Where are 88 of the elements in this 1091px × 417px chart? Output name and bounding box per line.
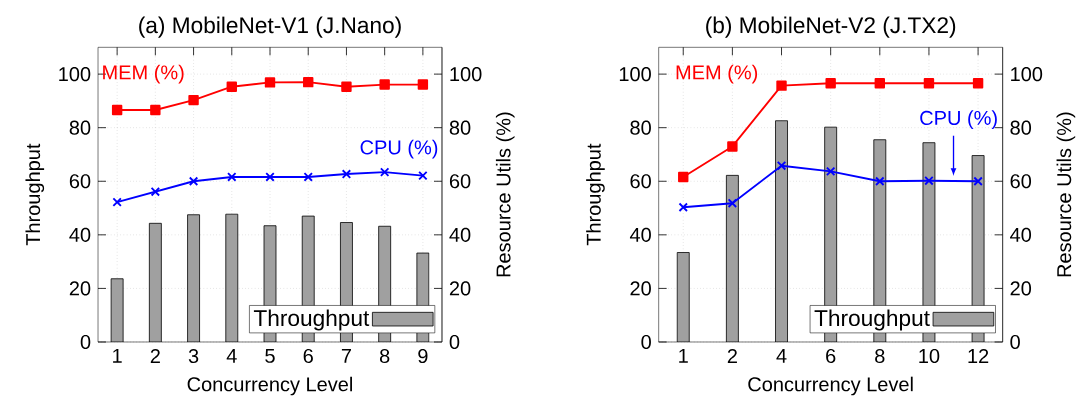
point <box>727 198 738 208</box>
point <box>973 176 983 186</box>
point <box>678 171 689 183</box>
x-axis-title: Concurrency Level <box>748 376 913 396</box>
y-tick-label: 100 <box>59 67 91 82</box>
x-tick-label: 2 <box>150 348 160 363</box>
y-tick-label: 60 <box>630 174 651 189</box>
chart-title: (a) MobileNet-V1 (J.Nano) <box>139 16 401 38</box>
point <box>874 78 886 89</box>
x-tick-label: 6 <box>826 348 836 364</box>
point <box>825 78 836 89</box>
point <box>188 94 199 106</box>
y-tick-label: 100 <box>619 67 651 82</box>
y-tick-label: 20 <box>630 281 651 296</box>
y2-tick-label: 100 <box>1011 67 1043 82</box>
y2-tick-label: 80 <box>1010 120 1032 135</box>
x-tick-label: 12 <box>968 348 989 363</box>
point <box>150 187 161 197</box>
x-axis-title: Concurrency Level <box>187 376 352 396</box>
y2-tick-label: 80 <box>449 120 471 135</box>
point <box>776 80 787 91</box>
x-tick-label: 8 <box>875 348 885 364</box>
y-tick-label: 40 <box>69 227 91 242</box>
y-axis-title: Throughput <box>586 143 605 246</box>
legend-label: Throughput <box>814 309 930 331</box>
point <box>341 169 352 179</box>
y-tick-label: 0 <box>641 334 651 350</box>
point <box>923 78 935 89</box>
bar <box>225 213 239 342</box>
y2-tick-label: 60 <box>449 174 471 189</box>
y-tick-label: 40 <box>629 227 651 242</box>
y2-tick-label: 20 <box>1010 281 1032 296</box>
chart-title: (b) MobileNet-V2 (J.TX2) <box>706 16 956 38</box>
y-axis-title: Throughput <box>25 143 45 246</box>
y-tick-label: 0 <box>80 334 91 350</box>
point <box>111 104 123 116</box>
y2-tick-label: 40 <box>1010 227 1032 242</box>
y-tick-label: 20 <box>69 281 91 296</box>
x-tick-label: 8 <box>379 348 390 364</box>
y-tick-label: 80 <box>69 120 91 135</box>
bar <box>676 252 690 342</box>
point <box>825 166 836 177</box>
y2-tick-label: 0 <box>1010 334 1020 350</box>
x-tick-label: 10 <box>919 348 940 364</box>
y2-tick-label: 20 <box>449 281 471 296</box>
point <box>924 176 934 186</box>
point <box>227 172 237 182</box>
series-label: MEM (%) <box>676 64 758 84</box>
y2-tick-label: 40 <box>449 227 471 242</box>
point <box>418 170 428 181</box>
point <box>264 77 276 88</box>
point <box>379 79 390 90</box>
x-tick-label: 1 <box>679 348 688 363</box>
y2-tick-label: 100 <box>450 67 482 82</box>
point <box>678 202 688 212</box>
point <box>417 79 429 90</box>
y2-axis-title: Resource Utils (%) <box>495 112 515 277</box>
x-tick-label: 4 <box>776 348 787 363</box>
point <box>265 172 275 182</box>
x-tick-label: 9 <box>418 348 428 364</box>
point <box>972 78 984 89</box>
y-tick-label: 80 <box>630 120 651 135</box>
x-tick-label: 7 <box>341 348 351 363</box>
point <box>379 167 390 177</box>
point <box>875 176 885 186</box>
point <box>727 141 738 152</box>
y2-tick-label: 60 <box>1010 174 1032 189</box>
series-label: MEM (%) <box>103 64 184 84</box>
legend-label: Throughput <box>253 309 370 331</box>
y-tick-label: 60 <box>69 174 91 189</box>
text: CPU (%) <box>920 110 997 129</box>
point <box>303 172 313 182</box>
point <box>303 76 314 88</box>
x-tick-label: 4 <box>226 348 237 363</box>
series-label: CPU (%) <box>360 139 438 159</box>
x-tick-label: 3 <box>188 348 199 364</box>
point <box>112 197 122 207</box>
point <box>150 104 161 116</box>
x-tick-label: 5 <box>265 348 275 363</box>
point <box>188 176 199 186</box>
x-tick-label: 1 <box>113 348 122 363</box>
point <box>776 161 787 171</box>
y2-axis-title: Resource Utils (%) <box>1056 112 1076 277</box>
point <box>341 81 352 92</box>
x-tick-label: 6 <box>303 348 313 364</box>
y2-tick-label: 0 <box>449 334 460 350</box>
x-tick-label: 2 <box>727 348 737 363</box>
point <box>226 81 237 92</box>
